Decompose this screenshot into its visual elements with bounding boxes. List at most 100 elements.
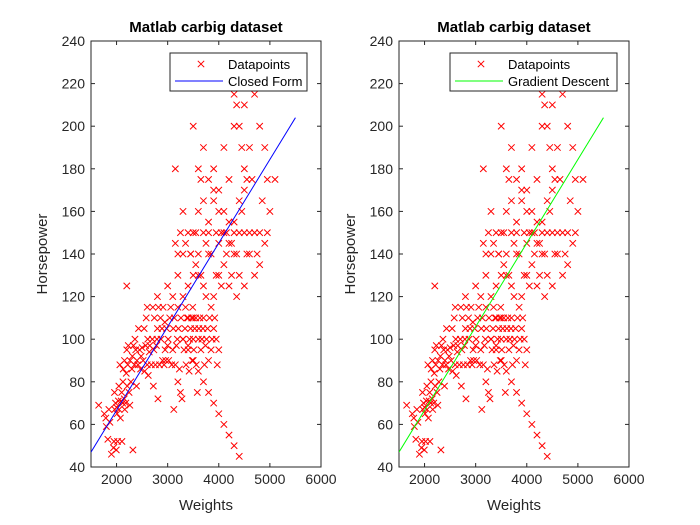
datapoint-marker: [123, 282, 131, 290]
datapoint-marker: [131, 335, 139, 343]
datapoint-marker: [104, 435, 112, 443]
datapoint-marker: [469, 346, 477, 354]
datapoint-marker: [235, 271, 243, 279]
datapoint-marker: [546, 143, 554, 152]
datapoint-marker: [448, 324, 456, 333]
datapoint-marker: [428, 356, 437, 365]
datapoint-marker: [482, 324, 490, 333]
datapoint-marker: [230, 250, 238, 258]
datapoint-marker: [523, 346, 531, 354]
datapoint-marker: [437, 446, 445, 454]
datapoint-marker: [261, 143, 269, 152]
datapoint-marker: [193, 388, 201, 397]
datapoint-marker: [215, 207, 223, 215]
datapoint-marker: [201, 342, 210, 350]
datapoint-marker: [182, 361, 190, 369]
datapoint-marker: [202, 293, 210, 301]
datapoint-marker: [189, 356, 197, 365]
datapoint-marker: [184, 229, 192, 237]
datapoint-marker: [538, 90, 546, 98]
datapoint-marker: [541, 250, 549, 258]
datapoint-marker: [210, 293, 218, 301]
datapoint-marker: [553, 229, 561, 237]
datapoint-marker: [202, 335, 211, 343]
datapoint-marker: [470, 356, 478, 365]
datapoint-marker: [513, 229, 521, 237]
datapoint-marker: [179, 250, 187, 258]
datapoint-marker: [169, 293, 177, 301]
datapoint-marker: [518, 186, 526, 194]
datapoint-marker: [523, 186, 531, 194]
datapoint-marker: [194, 165, 202, 173]
datapoint-marker: [105, 405, 113, 414]
datapoint-marker: [429, 405, 437, 414]
datapoint-marker: [205, 218, 213, 226]
datapoint-marker: [176, 388, 184, 397]
datapoint-marker: [142, 314, 150, 322]
x-tick-label: 4000: [511, 471, 542, 487]
datapoint-marker: [510, 239, 518, 247]
datapoint-marker: [520, 335, 528, 343]
datapoint-marker: [507, 282, 515, 290]
datapoint-marker: [431, 282, 439, 290]
datapoint-marker: [497, 229, 505, 237]
datapoint-marker: [199, 229, 207, 237]
datapoint-marker: [199, 314, 207, 322]
datapoint-marker: [205, 388, 213, 397]
datapoint-marker: [442, 361, 450, 369]
chart-title: Matlab carbig dataset: [437, 19, 590, 36]
y-tick-label: 100: [62, 331, 86, 347]
datapoint-marker: [430, 399, 438, 407]
datapoint-marker: [515, 346, 523, 354]
datapoint-marker: [446, 344, 454, 352]
datapoint-marker: [192, 229, 200, 237]
datapoint-marker: [225, 431, 233, 439]
y-axis-label: Horsepower: [342, 214, 359, 295]
datapoint-marker: [533, 218, 541, 226]
datapoint-marker: [445, 352, 453, 360]
datapoint-marker: [481, 335, 489, 343]
datapoint-marker: [149, 303, 157, 311]
plot-area: [91, 69, 296, 460]
datapoint-marker: [95, 401, 103, 409]
datapoint-marker: [122, 399, 130, 407]
datapoint-marker: [518, 197, 526, 205]
datapoint-marker: [128, 365, 136, 373]
datapoint-marker: [564, 122, 572, 130]
datapoint-marker: [184, 282, 192, 290]
x-tick-label: 5000: [254, 471, 285, 487]
legend-label: Gradient Descent: [508, 74, 610, 89]
datapoint-marker: [164, 335, 172, 343]
datapoint-marker: [536, 271, 544, 279]
datapoint-marker: [490, 361, 498, 369]
datapoint-marker: [175, 365, 183, 373]
datapoint-marker: [548, 229, 556, 237]
datapoint-marker: [518, 293, 526, 301]
datapoint-marker: [478, 405, 486, 414]
datapoint-marker: [215, 271, 223, 279]
datapoint-marker: [412, 435, 420, 443]
datapoint-marker: [184, 346, 192, 354]
datapoint-marker: [233, 293, 241, 301]
datapoint-marker: [179, 335, 187, 343]
datapoint-marker: [134, 324, 143, 333]
datapoint-marker: [513, 218, 521, 226]
datapoint-marker: [215, 410, 223, 418]
datapoint-marker: [149, 382, 157, 390]
datapoint-marker: [418, 437, 426, 445]
datapoint-marker: [203, 324, 212, 333]
datapoint-marker: [420, 446, 428, 454]
datapoint-marker: [271, 175, 279, 184]
datapoint-marker: [507, 143, 515, 152]
datapoint-marker: [213, 361, 221, 369]
y-tick-label: 180: [370, 161, 394, 177]
y-axis-label: Horsepower: [34, 214, 51, 295]
datapoint-marker: [551, 250, 559, 258]
datapoint-marker: [486, 395, 494, 403]
legend-box: [169, 52, 308, 92]
datapoint-marker: [518, 165, 526, 173]
x-tick-label: 2000: [409, 471, 440, 487]
datapoint-marker: [243, 250, 251, 258]
datapoint-marker: [518, 399, 526, 407]
datapoint-marker: [169, 324, 177, 333]
